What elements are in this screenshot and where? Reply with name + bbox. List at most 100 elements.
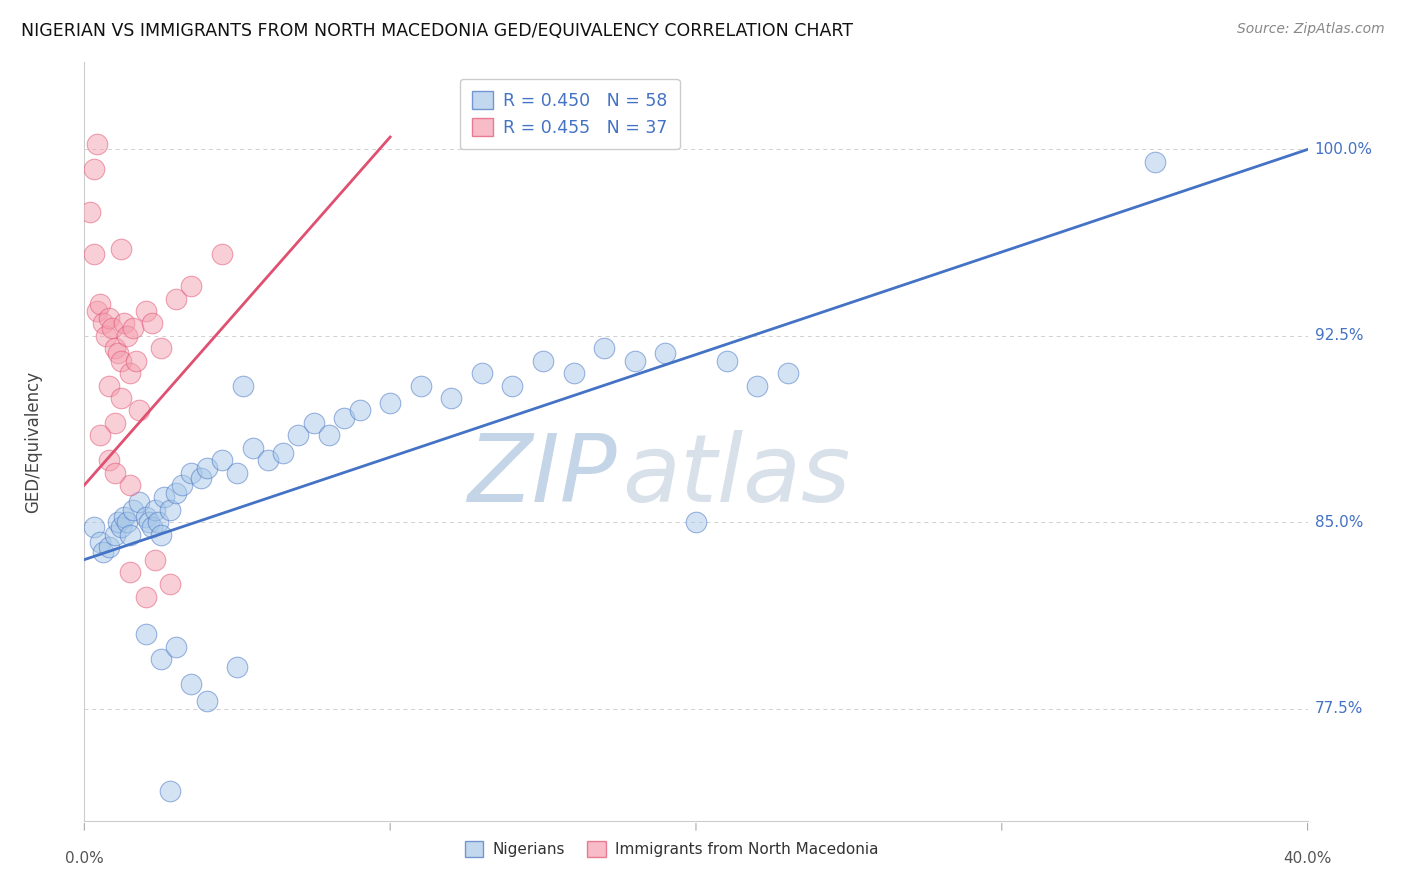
Point: [502, 378, 524, 392]
Point: [593, 341, 616, 355]
Point: [79, 204, 101, 219]
Point: [141, 520, 163, 534]
Point: [120, 528, 142, 542]
Point: [153, 491, 176, 505]
Point: [143, 552, 166, 566]
Point: [159, 503, 181, 517]
Point: [115, 516, 138, 530]
Point: [624, 353, 647, 368]
Point: [165, 640, 187, 654]
Text: 92.5%: 92.5%: [1315, 328, 1362, 343]
Point: [195, 694, 218, 708]
Point: [180, 466, 202, 480]
Point: [122, 321, 145, 335]
Point: [86, 137, 108, 152]
Point: [747, 378, 769, 392]
Point: [471, 366, 494, 380]
Point: [716, 353, 738, 368]
Point: [159, 784, 181, 798]
Point: [146, 516, 169, 530]
Point: [97, 378, 120, 392]
Point: [122, 503, 145, 517]
Point: [86, 304, 108, 318]
Point: [89, 296, 111, 310]
Point: [107, 516, 129, 530]
Point: [120, 565, 142, 579]
Text: 85.0%: 85.0%: [1315, 515, 1362, 530]
Point: [91, 545, 114, 559]
Point: [97, 540, 120, 554]
Text: Source: ZipAtlas.com: Source: ZipAtlas.com: [1237, 22, 1385, 37]
Point: [83, 520, 105, 534]
Point: [110, 391, 132, 405]
Point: [104, 528, 127, 542]
Point: [149, 652, 172, 666]
Point: [180, 279, 202, 293]
Text: 100.0%: 100.0%: [1315, 142, 1372, 157]
Point: [112, 317, 135, 331]
Text: 77.5%: 77.5%: [1315, 701, 1362, 716]
Point: [440, 391, 463, 405]
Point: [128, 495, 150, 509]
Point: [89, 535, 111, 549]
Point: [104, 416, 127, 430]
Point: [104, 466, 127, 480]
Point: [138, 516, 160, 530]
Point: [135, 510, 157, 524]
Point: [165, 485, 187, 500]
Text: 0.0%: 0.0%: [65, 851, 104, 866]
Text: NIGERIAN VS IMMIGRANTS FROM NORTH MACEDONIA GED/EQUIVALENCY CORRELATION CHART: NIGERIAN VS IMMIGRANTS FROM NORTH MACEDO…: [21, 22, 853, 40]
Point: [531, 353, 554, 368]
Point: [89, 428, 111, 442]
Point: [180, 677, 202, 691]
Point: [1143, 154, 1166, 169]
Point: [135, 627, 157, 641]
Legend: Nigerians, Immigrants from North Macedonia: Nigerians, Immigrants from North Macedon…: [456, 831, 887, 866]
Point: [195, 460, 218, 475]
Point: [104, 341, 127, 355]
Point: [302, 416, 325, 430]
Point: [97, 453, 120, 467]
Point: [107, 346, 129, 360]
Point: [143, 503, 166, 517]
Point: [149, 528, 172, 542]
Point: [333, 411, 356, 425]
Point: [120, 478, 142, 492]
Point: [91, 317, 114, 331]
Point: [135, 304, 157, 318]
Point: [135, 590, 157, 604]
Text: atlas: atlas: [623, 430, 851, 521]
Point: [409, 378, 432, 392]
Point: [149, 341, 172, 355]
Point: [112, 510, 135, 524]
Point: [685, 516, 707, 530]
Point: [190, 470, 212, 484]
Point: [226, 659, 249, 673]
Point: [349, 403, 371, 417]
Point: [211, 247, 233, 261]
Point: [128, 403, 150, 417]
Text: 40.0%: 40.0%: [1284, 851, 1331, 866]
Point: [257, 453, 280, 467]
Point: [101, 321, 124, 335]
Point: [159, 577, 181, 591]
Point: [165, 292, 187, 306]
Point: [97, 311, 120, 326]
Point: [380, 396, 402, 410]
Point: [232, 378, 254, 392]
Text: ZIP: ZIP: [467, 430, 616, 521]
Point: [271, 446, 294, 460]
Point: [83, 247, 105, 261]
Point: [120, 366, 142, 380]
Point: [125, 353, 148, 368]
Point: [110, 242, 132, 256]
Point: [318, 428, 340, 442]
Text: GED/Equivalency: GED/Equivalency: [24, 370, 42, 513]
Point: [110, 520, 132, 534]
Point: [654, 346, 676, 360]
Point: [242, 441, 264, 455]
Point: [211, 453, 233, 467]
Point: [83, 162, 105, 177]
Point: [141, 317, 163, 331]
Point: [226, 466, 249, 480]
